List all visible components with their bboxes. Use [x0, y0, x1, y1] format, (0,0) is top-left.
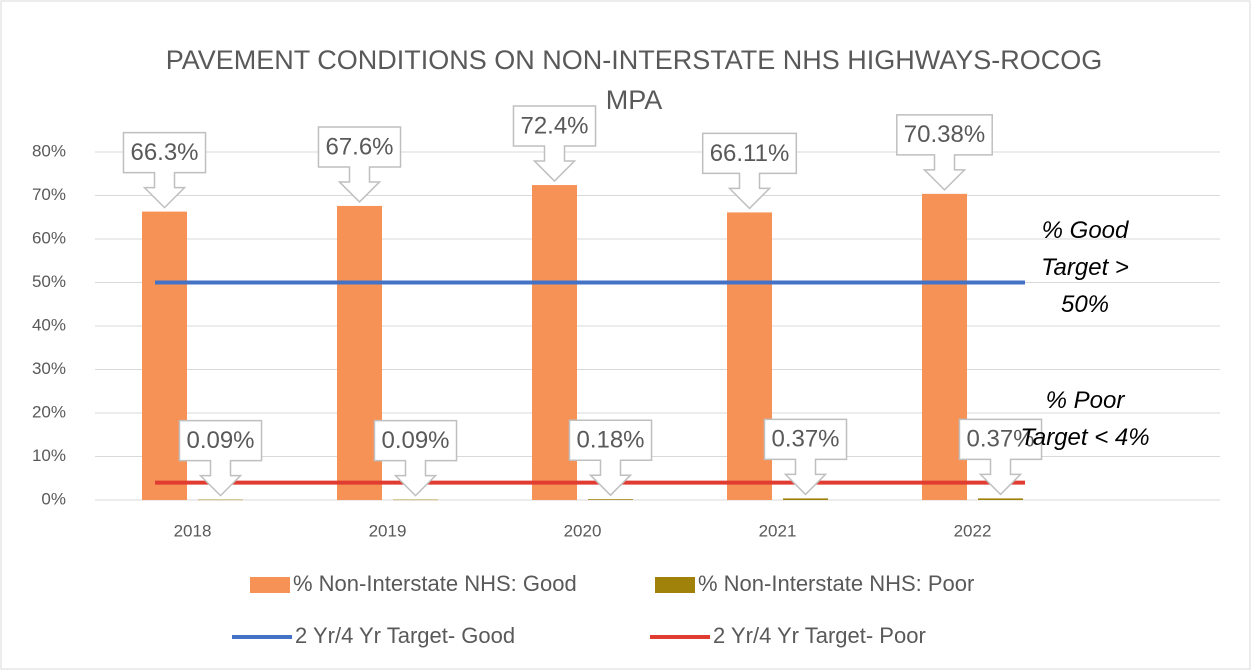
y-tick-label: 0%	[41, 489, 66, 508]
callout	[896, 114, 993, 191]
bar	[783, 498, 828, 500]
legend-label: 2 Yr/4 Yr Target- Poor	[713, 623, 926, 648]
y-tick-label: 70%	[32, 185, 66, 204]
data-label: 66.3%	[130, 139, 198, 166]
callout	[178, 419, 263, 497]
y-tick-label: 10%	[32, 446, 66, 465]
x-tick-label: 2019	[369, 521, 407, 540]
callout	[568, 419, 653, 497]
bar	[588, 499, 633, 500]
legend-label: % Non-Interstate NHS: Poor	[698, 571, 974, 596]
callout	[317, 126, 402, 204]
data-label: 72.4%	[520, 112, 588, 139]
legend-label: % Non-Interstate NHS: Good	[293, 571, 577, 596]
data-label: 70.38%	[904, 121, 985, 148]
callout	[373, 419, 458, 497]
data-label: 0.37%	[966, 426, 1034, 453]
annotation: % Good Target > 50%	[1041, 217, 1129, 318]
x-tick-label: 2021	[759, 521, 797, 540]
data-label: 0.09%	[186, 427, 254, 454]
callout	[763, 418, 848, 496]
annotation: % Poor Target < 4%	[1020, 387, 1150, 451]
bar	[393, 499, 438, 501]
y-tick-label: 60%	[32, 228, 66, 247]
y-tick-label: 20%	[32, 402, 66, 421]
y-tick-label: 30%	[32, 359, 66, 378]
callout	[701, 132, 798, 210]
y-tick-label: 80%	[32, 141, 66, 160]
y-tick-label: 50%	[32, 272, 66, 291]
x-tick-label: 2018	[174, 521, 212, 540]
x-tick-label: 2022	[954, 521, 992, 540]
data-label: 0.37%	[771, 426, 839, 453]
callout	[512, 105, 597, 183]
chart-title: PAVEMENT CONDITIONS ON NON-INTERSTATE NH…	[165, 45, 1103, 115]
legend-label: 2 Yr/4 Yr Target- Good	[295, 623, 515, 648]
callout	[958, 418, 1043, 496]
x-tick-label: 2020	[564, 521, 602, 540]
data-label: 67.6%	[325, 133, 393, 160]
legend-swatch	[655, 577, 695, 593]
y-tick-label: 40%	[32, 315, 66, 334]
data-label: 66.11%	[710, 140, 790, 167]
data-label: 0.18%	[576, 427, 644, 454]
bar	[198, 499, 243, 501]
legend-swatch	[250, 577, 290, 593]
bar	[978, 498, 1023, 500]
callout	[122, 131, 207, 209]
data-label: 0.09%	[381, 427, 449, 454]
